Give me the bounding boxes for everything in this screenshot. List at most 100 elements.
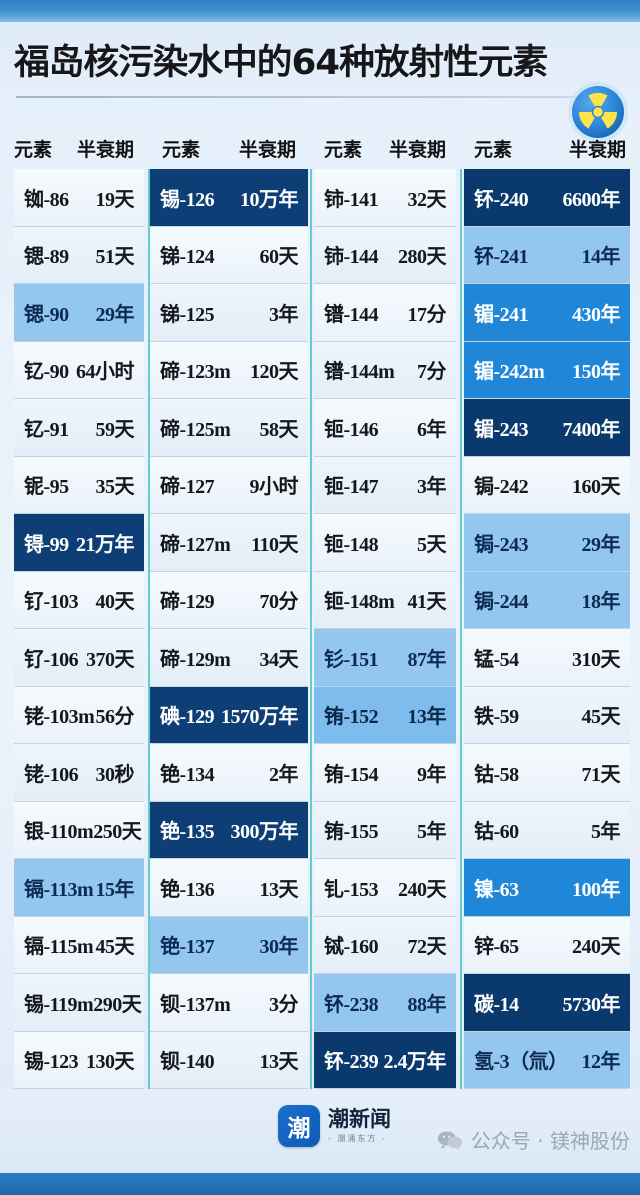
- nuclide-name: 碲-129m: [160, 648, 231, 671]
- nuclide-row: 钐-151 87年: [314, 629, 456, 687]
- nuclide-row: 锡-126 10万年: [150, 169, 308, 227]
- nuclide-halflife: 40天: [95, 591, 135, 614]
- brand-name: 潮新闻: [328, 1107, 391, 1131]
- nuclide-row: 锡-123 130天: [14, 1031, 144, 1089]
- nuclide-halflife: 9小时: [249, 476, 299, 499]
- nuclide-column-1: 铷-86 19天 锶-89 51天 锶-90 29年 钇-90 64小时 钇-91 59天 铌-95…: [0, 169, 148, 1089]
- nuclide-row: 镨-144m 7分: [314, 341, 456, 399]
- nuclide-halflife: 56分: [95, 706, 135, 729]
- nuclide-name: 钇-90: [24, 361, 69, 384]
- nuclide-row: 钆-153 240天: [314, 859, 456, 917]
- nuclide-halflife: 290天: [93, 993, 142, 1016]
- header-halflife-4: 半衰期: [568, 138, 626, 161]
- brand-slogan: - 潮涌东方 -: [328, 1134, 387, 1143]
- nuclide-name: 钌-103: [24, 591, 79, 614]
- table-header-col-1: 元素 半衰期: [0, 127, 148, 169]
- nuclide-halflife: 18年: [581, 591, 621, 614]
- nuclide-row: 铕-155 5年: [314, 801, 456, 859]
- nuclide-halflife: 13年: [407, 706, 447, 729]
- nuclide-row: 碲-129 70分: [150, 571, 308, 629]
- nuclide-name: 镉-113m: [24, 878, 94, 901]
- header-element-2: 元素: [162, 138, 201, 161]
- nuclide-row: 镅-243 7400年: [464, 399, 630, 457]
- nuclide-name: 锑-125: [160, 303, 215, 326]
- nuclide-row: 碳-14 5730年: [464, 974, 630, 1032]
- footer: 潮 潮新闻 - 潮涌东方 - 公众号 · 镁神股份: [0, 1089, 640, 1173]
- nuclide-halflife: 13天: [259, 878, 299, 901]
- nuclide-halflife: 88年: [407, 993, 447, 1016]
- nuclide-row: 钚-240 6600年: [464, 169, 630, 227]
- nuclide-row: 钷-148 5天: [314, 514, 456, 572]
- nuclide-name: 锰-54: [474, 648, 519, 671]
- nuclide-halflife: 41天: [407, 591, 447, 614]
- nuclide-halflife: 70分: [259, 591, 299, 614]
- nuclide-halflife: 6600年: [562, 188, 621, 211]
- nuclide-halflife: 280天: [398, 246, 447, 269]
- nuclide-halflife: 34天: [259, 648, 299, 671]
- nuclide-name: 铽-160: [324, 936, 379, 959]
- nuclide-name: 碲-127: [160, 476, 215, 499]
- table-header-col-3: 元素 半衰期: [310, 127, 460, 169]
- nuclide-name: 镅-243: [474, 418, 529, 441]
- nuclide-name: 钴-60: [474, 821, 519, 844]
- nuclide-halflife: 14年: [581, 246, 621, 269]
- nuclide-halflife: 29年: [581, 533, 621, 556]
- nuclide-halflife: 3年: [417, 476, 447, 499]
- nuclide-name: 钇-91: [24, 418, 69, 441]
- nuclide-row: 铯-135 300万年: [150, 801, 308, 859]
- nuclide-halflife: 160天: [572, 476, 621, 499]
- nuclide-name: 碲-125m: [160, 418, 231, 441]
- nuclide-name: 锡-123: [24, 1051, 79, 1074]
- nuclide-row: 镅-242m 150年: [464, 341, 630, 399]
- bottom-chrome-bar: [0, 1173, 640, 1195]
- nuclide-row: 铕-152 13年: [314, 686, 456, 744]
- nuclide-halflife: 15年: [95, 878, 135, 901]
- nuclide-row: 铌-95 35天: [14, 456, 144, 514]
- nuclide-column-3: 铈-141 32天 铈-144 280天 镨-144 17分 镨-144m 7分 钷-146 6年…: [310, 169, 460, 1089]
- nuclide-row: 碲-123m 120天: [150, 341, 308, 399]
- nuclide-halflife: 35天: [95, 476, 135, 499]
- nuclide-name: 镅-241: [474, 303, 529, 326]
- nuclide-row: 铈-144 280天: [314, 226, 456, 284]
- nuclide-name: 镉-115m: [24, 936, 94, 959]
- nuclide-row: 锑-125 3年: [150, 284, 308, 342]
- nuclide-halflife: 1570万年: [221, 706, 299, 729]
- nuclide-name: 铯-135: [160, 821, 215, 844]
- nuclide-halflife: 21万年: [76, 533, 135, 556]
- nuclide-row: 锝-99 21万年: [14, 514, 144, 572]
- nuclide-row: 镅-241 430年: [464, 284, 630, 342]
- nuclide-halflife: 7分: [417, 361, 447, 384]
- header-halflife-3: 半衰期: [388, 138, 446, 161]
- nuclide-column-4: 钚-240 6600年 钚-241 14年 镅-241 430年 镅-242m 150年 镅-2…: [460, 169, 640, 1089]
- nuclide-halflife: 72天: [407, 936, 447, 959]
- nuclide-halflife: 30年: [259, 936, 299, 959]
- nuclide-row: 铕-154 9年: [314, 744, 456, 802]
- nuclide-name: 铯-136: [160, 878, 215, 901]
- nuclide-name: 铌-95: [24, 476, 69, 499]
- nuclide-row: 钚-239 2.4万年: [314, 1031, 456, 1089]
- nuclide-row: 铯-134 2年: [150, 744, 308, 802]
- nuclide-row: 钴-58 71天: [464, 744, 630, 802]
- nuclide-name: 锌-65: [474, 936, 519, 959]
- nuclide-row: 钷-148m 41天: [314, 571, 456, 629]
- nuclide-name: 锔-243: [474, 533, 529, 556]
- nuclide-name: 碲-127m: [160, 533, 231, 556]
- nuclide-name: 锡-126: [160, 188, 215, 211]
- nuclide-halflife: 17分: [407, 303, 447, 326]
- nuclide-row: 钇-90 64小时: [14, 341, 144, 399]
- nuclide-name: 钐-151: [324, 648, 379, 671]
- table-header-col-2: 元素 半衰期: [148, 127, 310, 169]
- nuclide-row: 铁-59 45天: [464, 686, 630, 744]
- nuclide-halflife: 130天: [86, 1051, 135, 1074]
- nuclide-halflife: 87年: [407, 648, 447, 671]
- nuclide-name: 锶-89: [24, 246, 69, 269]
- nuclide-halflife: 12年: [581, 1051, 621, 1074]
- nuclide-name: 氢-3（氚）: [474, 1051, 568, 1074]
- nuclide-name: 钚-241: [474, 246, 529, 269]
- nuclide-halflife: 250天: [93, 821, 142, 844]
- nuclide-row: 银-110m 250天: [14, 801, 144, 859]
- nuclide-name: 铕-154: [324, 763, 379, 786]
- radiation-trefoil-icon: [568, 82, 628, 142]
- nuclide-name: 镨-144m: [324, 361, 395, 384]
